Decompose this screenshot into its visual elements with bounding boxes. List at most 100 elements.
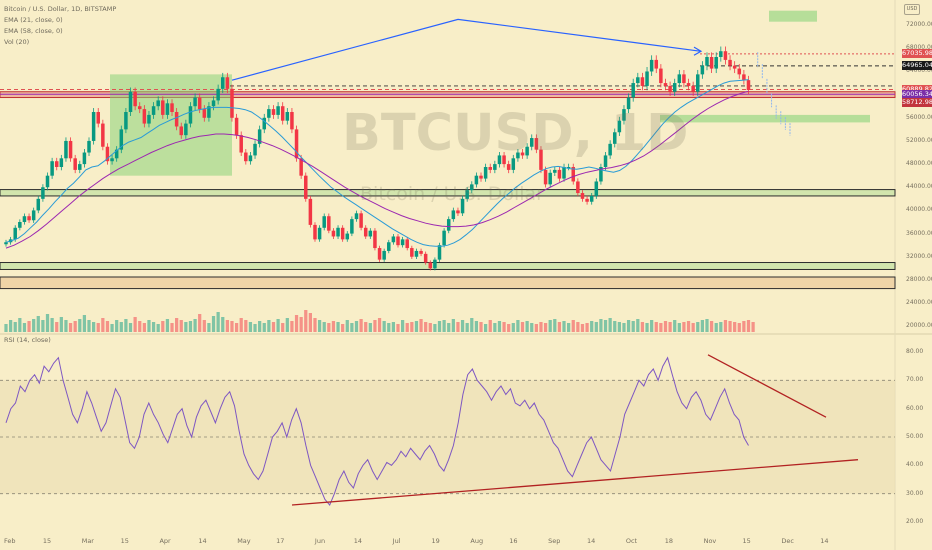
currency-toggle-button[interactable]: USD [904, 4, 920, 15]
volume-bar [64, 320, 68, 332]
volume-bar [317, 320, 322, 332]
candle-body [520, 152, 525, 156]
zone-orange-band [0, 276, 896, 290]
volume-bar [50, 318, 54, 332]
date-tick-label: 16 [509, 537, 518, 545]
volume-bar [714, 323, 718, 332]
candle-body [428, 262, 433, 269]
volume-bar [142, 323, 146, 332]
volume-bar [645, 323, 649, 332]
candle-body [124, 112, 128, 130]
price-tick-label: 32000.00 [906, 252, 932, 260]
date-tick-label: Apr [159, 537, 171, 545]
volume-bar [27, 321, 31, 332]
volume-bar [650, 320, 654, 332]
candle-body [18, 222, 22, 228]
volume-bar [267, 320, 271, 332]
candle-body [239, 135, 243, 153]
candle-body [64, 140, 68, 159]
candle-body [714, 57, 718, 69]
candle-body [594, 181, 599, 196]
volume-bar [327, 323, 331, 332]
rsi-tick-label: 40.00 [906, 461, 924, 469]
volume-legend[interactable]: Vol (20) [4, 38, 30, 46]
date-tick-label: Dec [781, 537, 794, 545]
date-tick-label: 18 [664, 537, 673, 545]
volume-bar [617, 322, 621, 332]
symbol-legend[interactable]: Bitcoin / U.S. Dollar, 1D, BITSTAMP [4, 5, 117, 13]
rsi-support-trendline [291, 459, 859, 506]
candle-body [746, 80, 751, 90]
volume-bar [387, 323, 391, 332]
volume-bar [170, 323, 174, 332]
volume-bar [193, 319, 197, 332]
price-tick-label: 24000.00 [906, 299, 932, 307]
candle-body [262, 117, 267, 130]
volume-bar [230, 321, 234, 332]
volume-bar [101, 318, 105, 332]
candle-body [640, 77, 645, 86]
candle-body [161, 100, 165, 115]
candle-body [234, 117, 239, 136]
ema21-line [5, 79, 749, 247]
volume-bar [682, 322, 686, 332]
volume-bar [705, 319, 709, 332]
volume-bar [433, 324, 437, 332]
volume-bar [294, 315, 299, 332]
candle-body [617, 120, 622, 133]
candle-body [59, 158, 64, 167]
candle-body [13, 227, 17, 240]
volume-bar [276, 319, 280, 332]
rsi-resistance-trendline [707, 354, 827, 418]
volume-bar [234, 323, 239, 332]
candle-body [156, 100, 160, 107]
candle-body [193, 97, 197, 107]
candle-body [110, 158, 114, 162]
volume-bar [719, 322, 723, 332]
candle-body [548, 172, 552, 185]
volume-bar [258, 321, 262, 332]
volume-bar [138, 321, 142, 332]
volume-bar [590, 321, 594, 332]
volume-bar [391, 322, 396, 332]
candle-body [188, 106, 193, 124]
rsi-tick-label: 70.00 [906, 376, 924, 384]
volume-bar [405, 323, 409, 332]
rsi-legend[interactable]: RSI (14, close) [4, 336, 51, 344]
candle-body [119, 129, 124, 150]
candle-body [636, 77, 640, 84]
candle-body [73, 158, 77, 170]
candle-body [267, 109, 271, 118]
candle-body [382, 250, 386, 260]
volume-bar [709, 321, 714, 332]
candle-body [631, 83, 635, 98]
ema58-line [5, 90, 749, 249]
candle-body [221, 77, 225, 89]
date-tick-label: 14 [353, 537, 363, 545]
candle-body [553, 169, 557, 173]
candle-body [147, 114, 151, 124]
candle-body [211, 100, 216, 107]
candle-body [566, 167, 571, 168]
volume-bar [248, 322, 253, 332]
ema58-legend[interactable]: EMA (58, close, 0) [4, 27, 63, 35]
candle-body [91, 112, 96, 141]
ema21-legend[interactable]: EMA (21, close, 0) [4, 16, 63, 24]
price-tag: 67035.98 [902, 49, 932, 59]
candle-body [216, 88, 220, 101]
volume-bar [147, 320, 151, 332]
candle-body [31, 210, 36, 221]
volume-bar [548, 320, 552, 332]
volume-bar [87, 320, 91, 332]
candle-body [654, 59, 659, 69]
volume-bar [479, 322, 483, 332]
volume-bar [271, 322, 276, 332]
volume-bar [341, 324, 345, 332]
candle-body [322, 216, 326, 228]
volume-bar [580, 324, 585, 332]
volume-bar [751, 322, 755, 332]
price-tick-label: 56000.00 [906, 113, 932, 121]
volume-bar [78, 319, 82, 332]
volume-bar [603, 320, 608, 332]
